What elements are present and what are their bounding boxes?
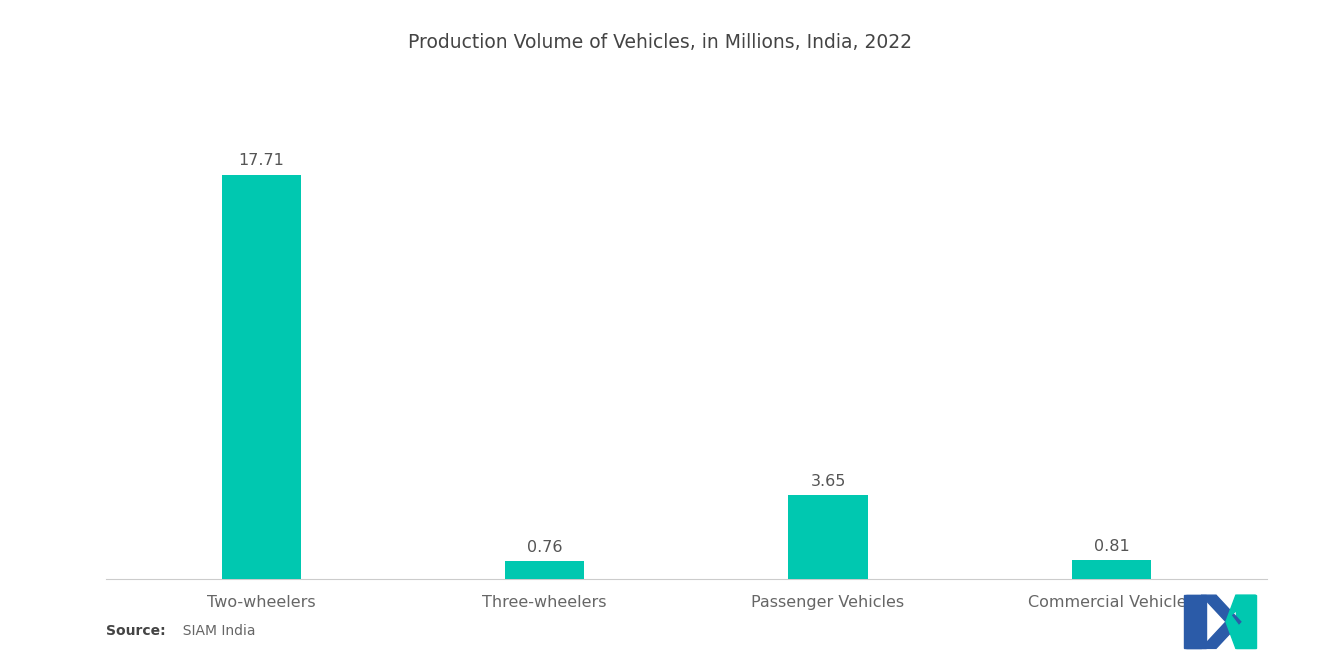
Polygon shape — [1226, 595, 1255, 648]
Polygon shape — [1187, 595, 1206, 648]
Bar — [506, 561, 585, 579]
Text: 0.81: 0.81 — [1093, 539, 1129, 554]
Text: 3.65: 3.65 — [810, 474, 846, 489]
Bar — [222, 175, 301, 579]
Polygon shape — [1184, 595, 1201, 648]
Text: Production Volume of Vehicles, in Millions, India, 2022: Production Volume of Vehicles, in Millio… — [408, 33, 912, 53]
Text: 17.71: 17.71 — [239, 154, 284, 168]
Text: SIAM India: SIAM India — [174, 624, 256, 638]
Text: 0.76: 0.76 — [527, 540, 562, 555]
Bar — [1072, 560, 1151, 579]
Polygon shape — [1236, 595, 1255, 648]
Polygon shape — [1201, 595, 1241, 648]
Bar — [788, 495, 867, 579]
Text: Source:: Source: — [106, 624, 165, 638]
